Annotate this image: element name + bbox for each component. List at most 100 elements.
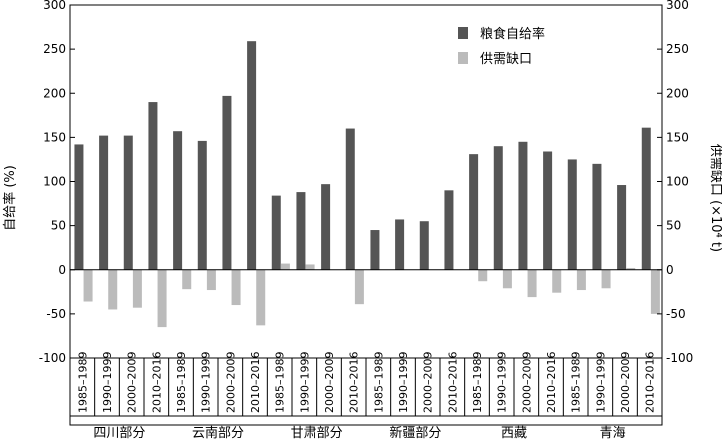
plot-frame (69, 4, 663, 426)
region-label: 云南部分 (192, 425, 244, 441)
right-tick-label: -100 (666, 351, 693, 365)
legend: 粮食自给率 供需缺口 (458, 26, 545, 67)
left-tick-label: 300 (43, 0, 66, 12)
bar-food-self-sufficiency (543, 151, 553, 270)
category-label: 2010–2016 (150, 352, 163, 414)
region-labels: 四川部分 云南部分 甘肃部分 新疆部分 西藏 青海 (93, 425, 625, 441)
category-label: 1985–1989 (570, 352, 583, 414)
category-label: 2000–2009 (323, 352, 336, 414)
bar-food-self-sufficiency (617, 185, 627, 270)
left-tick-label: 150 (43, 130, 66, 144)
bar-supply-demand-gap (157, 269, 167, 328)
bar-supply-demand-gap (552, 269, 562, 293)
bar-food-self-sufficiency (321, 184, 331, 270)
bar-food-self-sufficiency (395, 219, 405, 270)
axes-group (69, 4, 663, 426)
category-label: 1985–1989 (76, 352, 89, 414)
bar-supply-demand-gap (650, 269, 660, 314)
category-label: 1990–1999 (496, 352, 509, 414)
bar-food-self-sufficiency (173, 131, 183, 270)
category-label: 1990–1999 (397, 352, 410, 414)
bar-supply-demand-gap (354, 269, 364, 305)
bar-food-self-sufficiency (148, 102, 158, 270)
legend-swatch-food-self-sufficiency (458, 27, 468, 39)
bar-supply-demand-gap (502, 269, 512, 289)
left-tick-label: -100 (39, 351, 66, 365)
bar-food-self-sufficiency (222, 95, 232, 270)
right-tick-label: 250 (666, 42, 689, 56)
category-label: 2000–2009 (126, 352, 139, 414)
bar-food-self-sufficiency (493, 146, 503, 270)
bar-supply-demand-gap (132, 269, 142, 308)
bar-supply-demand-gap (83, 269, 93, 302)
category-label: 2000–2009 (422, 352, 435, 414)
region-label: 西藏 (501, 426, 527, 441)
left-tick-label: 50 (51, 219, 66, 233)
bar-supply-demand-gap (601, 269, 611, 289)
bar-food-self-sufficiency (518, 141, 528, 270)
bar-supply-demand-gap (231, 269, 241, 306)
bar-supply-demand-gap (576, 269, 586, 291)
bar-food-self-sufficiency (641, 127, 651, 270)
bar-supply-demand-gap (206, 269, 216, 291)
right-tick-label: -50 (666, 307, 686, 321)
category-label: 1985–1989 (372, 352, 385, 414)
left-tick-label: 200 (43, 86, 66, 100)
bar-supply-demand-gap (626, 267, 636, 270)
category-label: 2010–2016 (644, 352, 657, 414)
bar-supply-demand-gap (305, 264, 315, 270)
left-tick-label: 100 (43, 175, 66, 189)
category-label: 2010–2016 (348, 352, 361, 414)
left-y-axis-title: 自给率 (%) (2, 165, 18, 231)
category-label: 1990–1999 (101, 352, 114, 414)
bar-food-self-sufficiency (567, 159, 577, 270)
left-y-ticks: -100 -50 0 50 100 150 200 250 300 (39, 0, 75, 365)
bar-food-self-sufficiency (419, 221, 429, 270)
region-label: 青海 (600, 426, 626, 441)
legend-label-food-self-sufficiency: 粮食自给率 (480, 26, 545, 42)
right-tick-label: 300 (666, 0, 689, 12)
bar-supply-demand-gap (527, 269, 537, 298)
bar-supply-demand-gap (182, 269, 192, 290)
region-label: 四川部分 (93, 426, 145, 441)
category-label: 1990–1999 (594, 352, 607, 414)
category-labels: 1985–1989 1990–1999 2000–2009 2010–2016 1985… (76, 352, 656, 414)
category-label: 2000–2009 (619, 352, 632, 414)
legend-swatch-supply-demand-gap (458, 52, 468, 64)
bar-food-self-sufficiency (197, 140, 207, 270)
bars-group (74, 41, 660, 328)
bar-food-self-sufficiency (99, 135, 109, 270)
left-tick-label: 250 (43, 42, 66, 56)
right-tick-label: 150 (666, 130, 689, 144)
bar-food-self-sufficiency (296, 192, 306, 270)
legend-label-supply-demand-gap: 供需缺口 (480, 52, 532, 67)
bar-food-self-sufficiency (123, 135, 133, 270)
category-label: 2010–2016 (446, 352, 459, 414)
category-label: 1985–1989 (471, 352, 484, 414)
bar-food-self-sufficiency (592, 163, 602, 270)
right-tick-label: 0 (666, 263, 674, 277)
category-label: 2000–2009 (520, 352, 533, 414)
right-tick-label: 200 (666, 86, 689, 100)
category-label: 1985–1989 (274, 352, 287, 414)
left-tick-label: -50 (46, 307, 66, 321)
bar-supply-demand-gap (256, 269, 266, 326)
bar-food-self-sufficiency (370, 230, 380, 270)
right-y-axis-title: 供需缺口 (×10⁴ t) (708, 144, 722, 252)
category-label: 2000–2009 (224, 352, 237, 414)
bar-food-self-sufficiency (74, 144, 84, 270)
region-label: 甘肃部分 (291, 426, 343, 441)
bar-supply-demand-gap (478, 269, 488, 282)
right-tick-label: 50 (666, 219, 681, 233)
bar-supply-demand-gap (280, 263, 290, 270)
right-tick-label: 100 (666, 175, 689, 189)
category-label: 1985–1989 (175, 352, 188, 414)
bar-food-self-sufficiency (271, 195, 281, 270)
category-label: 2010–2016 (545, 352, 558, 414)
category-label: 2010–2016 (249, 352, 262, 414)
bar-food-self-sufficiency (247, 41, 257, 270)
region-label: 新疆部分 (389, 425, 441, 441)
left-tick-label: 0 (58, 263, 66, 277)
bar-food-self-sufficiency (345, 128, 355, 270)
